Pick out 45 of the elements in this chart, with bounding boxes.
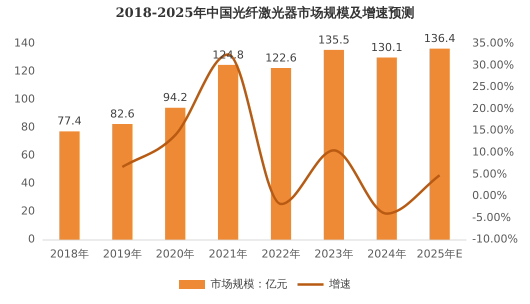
x-tick-label: 2025年E xyxy=(416,247,463,260)
x-tick-label: 2022年 xyxy=(261,247,300,260)
y-tick-label: 80 xyxy=(20,120,35,134)
y2-tick-label: 20.00% xyxy=(472,102,514,115)
bar xyxy=(165,108,186,240)
y2-tick-label: 25.00% xyxy=(472,80,514,94)
bar xyxy=(376,57,397,240)
y2-tick-label: -10.00% xyxy=(472,232,518,246)
y2-tick-label: 30.00% xyxy=(472,58,514,72)
legend-label: 市场规模：亿元 xyxy=(210,277,288,290)
x-tick-label: 2023年 xyxy=(314,247,354,260)
y-tick-label: 120 xyxy=(14,64,35,78)
data-label: 77.4 xyxy=(57,114,82,128)
data-label: 122.6 xyxy=(265,51,297,64)
y-tick-label: 40 xyxy=(20,176,35,190)
x-tick-label: 2024年 xyxy=(367,247,406,260)
legend-label: 增速 xyxy=(328,277,351,290)
bar xyxy=(218,64,238,240)
y-tick-label: 20 xyxy=(20,204,35,218)
y-tick-label: 140 xyxy=(14,36,35,50)
bar xyxy=(112,124,132,240)
y2-tick-label: -5.00% xyxy=(472,210,512,224)
data-label: 82.6 xyxy=(110,107,135,120)
y-tick-label: 100 xyxy=(14,92,35,106)
bar xyxy=(430,48,450,240)
data-label: 136.4 xyxy=(424,32,456,46)
chart-title: 2018-2025年中国光纤激光器市场规模及增速预测 xyxy=(116,5,414,22)
bar xyxy=(59,131,80,240)
y-tick-label: 0 xyxy=(28,232,35,246)
y2-tick-label: 35.00% xyxy=(472,36,514,50)
y2-tick-label: 5.00% xyxy=(472,167,508,180)
y2-tick-label: 10.00% xyxy=(472,145,514,158)
data-label: 135.5 xyxy=(318,33,350,46)
y2-tick-label: 15.00% xyxy=(472,124,514,137)
data-label: 130.1 xyxy=(371,40,403,54)
x-tick-label: 2019年 xyxy=(102,247,142,260)
x-tick-label: 2020年 xyxy=(156,247,195,260)
data-label: 124.8 xyxy=(212,48,244,62)
bar xyxy=(324,50,344,240)
bar xyxy=(270,68,292,240)
y-tick-label: 60 xyxy=(20,148,35,162)
x-tick-label: 2021年 xyxy=(208,247,248,260)
data-label: 94.2 xyxy=(162,91,188,104)
y2-tick-label: 0.00% xyxy=(472,189,508,202)
x-tick-label: 2018年 xyxy=(50,247,89,260)
